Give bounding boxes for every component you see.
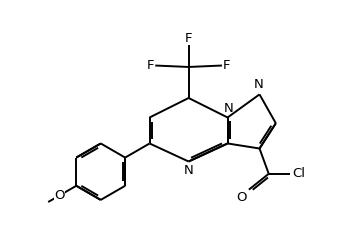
Text: O: O: [236, 191, 247, 204]
Text: N: N: [224, 102, 234, 114]
Text: F: F: [147, 59, 154, 72]
Text: O: O: [54, 189, 64, 202]
Text: Cl: Cl: [292, 167, 305, 180]
Text: F: F: [223, 59, 231, 72]
Text: N: N: [184, 164, 193, 177]
Text: F: F: [185, 32, 192, 45]
Text: N: N: [253, 79, 263, 91]
